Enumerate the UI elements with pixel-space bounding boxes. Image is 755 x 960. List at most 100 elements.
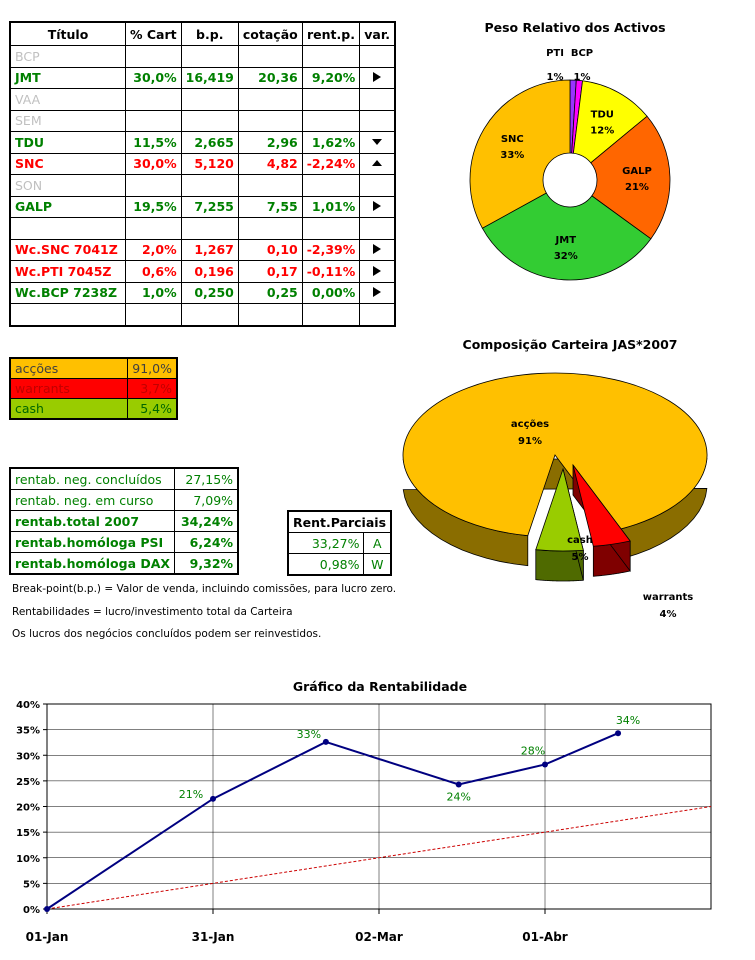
y-tick-label: 35%	[16, 726, 40, 737]
holding-row: BCP	[9, 45, 396, 68]
partial-tag-a: A	[363, 532, 392, 554]
partial-value-a: 33,27%	[287, 532, 365, 554]
col-titulo: Título	[9, 21, 126, 46]
allocation-label: cash	[9, 398, 128, 420]
holding-bp	[180, 174, 239, 197]
return-label: rentab. neg. concluídos	[9, 467, 176, 490]
col-cotacao: cotação	[237, 21, 303, 46]
point-label: 21%	[179, 788, 203, 801]
donut-value: 33%	[500, 150, 524, 161]
var-cell	[359, 174, 396, 197]
holding-cotacao: 0,25	[237, 281, 303, 304]
return-point	[322, 738, 329, 745]
return-row: rentab.homóloga PSI 6,24%	[9, 531, 239, 553]
holding-name: Wc.SNC 7041Z	[9, 238, 126, 261]
pie3d-value: 5%	[572, 552, 589, 563]
donut-label: SNC	[501, 134, 524, 145]
holding-pct: 2,0%	[125, 238, 182, 261]
y-tick-label: 5%	[23, 879, 40, 890]
holding-name	[9, 217, 126, 240]
holding-rent: 0,00%	[301, 281, 361, 304]
holding-row	[9, 217, 396, 240]
holding-cotacao	[237, 217, 303, 240]
donut-slice-snc	[469, 79, 571, 229]
col-pct-cart: % Cart	[125, 21, 182, 46]
note-rentabilidades: Rentabilidades = lucro/investimento tota…	[12, 606, 293, 618]
donut-label: GALP	[622, 166, 652, 177]
pie3d-label: warrants	[643, 592, 693, 603]
return-point	[542, 761, 548, 768]
holding-pct: 30,0%	[125, 152, 182, 175]
allocation-value: 91,0%	[127, 357, 178, 379]
holding-row: SNC 30,0% 5,120 4,82 -2,24%	[9, 152, 396, 175]
donut-slice-galp	[590, 115, 671, 240]
holding-pct	[125, 88, 182, 111]
var-cell	[359, 66, 396, 89]
col-rent: rent.p.	[301, 21, 361, 46]
holding-bp: 7,255	[180, 195, 239, 218]
donut-slice-tdu	[572, 80, 648, 164]
holding-pct	[125, 45, 182, 68]
holding-cotacao: 7,55	[237, 195, 303, 218]
return-point	[455, 781, 462, 788]
holding-row: TDU 11,5% 2,665 2,96 1,62%	[9, 131, 396, 154]
return-row: rentab. neg. concluídos 27,15%	[9, 467, 239, 490]
var-up-icon	[372, 160, 383, 167]
holding-pct: 11,5%	[125, 131, 182, 154]
pie3d-slice-acções	[402, 372, 708, 537]
return-point	[44, 906, 50, 912]
y-tick-label: 25%	[16, 777, 40, 788]
partials-header: Rent.Parciais	[287, 510, 392, 533]
holding-rent: 1,01%	[301, 195, 361, 218]
holding-bp: 16,419	[180, 66, 239, 89]
holding-name: SEM	[9, 109, 126, 132]
var-right-icon	[373, 265, 382, 276]
holding-bp: 5,120	[180, 152, 239, 175]
return-label: rentab.total 2007	[9, 510, 176, 532]
allocation-value: 3,7%	[127, 378, 178, 399]
point-label: 34%	[616, 714, 640, 727]
var-right-icon	[373, 201, 382, 212]
holding-rent	[301, 174, 361, 197]
return-value: 7,09%	[174, 489, 239, 511]
return-line	[46, 732, 619, 910]
y-tick-label: 40%	[16, 700, 40, 711]
holding-pct: 1,0%	[125, 281, 182, 304]
holding-pct	[125, 109, 182, 132]
allocation-row: warrants 3,7%	[9, 378, 178, 399]
var-down-icon	[372, 138, 383, 145]
return-label: rentab.homóloga DAX	[9, 552, 176, 575]
holding-bp: 2,665	[180, 131, 239, 154]
holding-cotacao	[237, 45, 303, 68]
holding-row: Wc.BCP 7238Z 1,0% 0,250 0,25 0,00%	[9, 281, 396, 304]
holding-pct	[125, 303, 182, 326]
holding-rent: -2,39%	[301, 238, 361, 261]
donut-label: BCP	[571, 48, 593, 59]
holding-name: Wc.BCP 7238Z	[9, 281, 126, 304]
holding-row: JMT 30,0% 16,419 20,36 9,20%	[9, 66, 396, 89]
var-cell	[359, 131, 396, 154]
holding-pct: 19,5%	[125, 195, 182, 218]
holding-row: VAA	[9, 88, 396, 111]
return-row: rentab. neg. em curso 7,09%	[9, 489, 239, 511]
var-cell	[359, 217, 396, 240]
return-label: rentab.homóloga PSI	[9, 531, 176, 553]
holding-rent: 1,62%	[301, 131, 361, 154]
return-row: rentab.total 2007 34,24%	[9, 510, 239, 532]
note-breakpoint: Break-point(b.p.) = Valor de venda, incl…	[12, 583, 397, 595]
holding-cotacao: 4,82	[237, 152, 303, 175]
pie3d-label: acções	[511, 419, 549, 430]
partial-value-w: 0,98%	[287, 553, 365, 576]
line-chart: 0% 5% 10% 15% 20% 25% 30% 35% 40% 01-Jan 31-Jan 02-…	[16, 700, 712, 944]
holding-cotacao: 2,96	[237, 131, 303, 154]
donut-slice-jmt	[481, 192, 652, 281]
benchmark-line	[46, 806, 712, 910]
return-value: 27,15%	[174, 467, 239, 490]
return-value: 34,24%	[174, 510, 239, 532]
holding-name: BCP	[9, 45, 126, 68]
return-point	[615, 730, 622, 737]
holding-row: GALP 19,5% 7,255 7,55 1,01%	[9, 195, 396, 218]
returns-table: rentab. neg. concluídos 27,15% rentab. neg…	[9, 467, 240, 575]
pie3d-slice-cash	[535, 467, 584, 552]
holding-cotacao: 20,36	[237, 66, 303, 89]
